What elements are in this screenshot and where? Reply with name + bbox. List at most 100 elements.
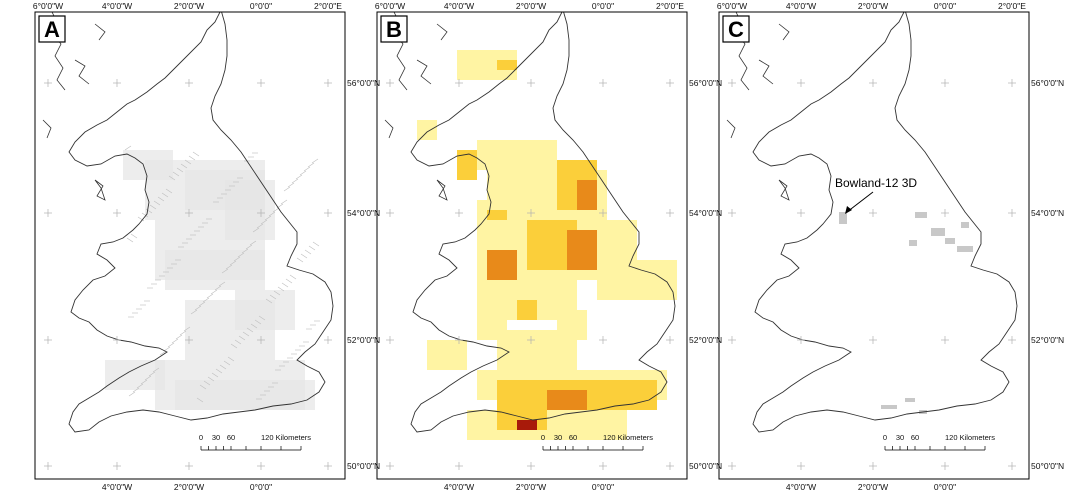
- density-cell: [537, 230, 547, 240]
- density-cell: [487, 310, 497, 320]
- bottom-tick-label: 4°0'0"W: [444, 482, 474, 492]
- density-cell: [417, 130, 427, 140]
- density-cell: [517, 160, 527, 170]
- survey-layer: [839, 212, 973, 414]
- coastline: [752, 12, 1018, 433]
- density-cell: [597, 260, 607, 270]
- density-cell: [507, 240, 517, 250]
- map-panel-c: 6°0'0"W 4°0'0"W 2°0'0"W 0°0'0" 2°0'0"E 4°0'0"…: [717, 1, 1064, 492]
- seismic-line: [258, 315, 266, 321]
- density-cell: [657, 380, 667, 390]
- right-tick-label: 54°0'0"N: [689, 208, 722, 218]
- density-cell: [567, 220, 577, 230]
- density-cell: [537, 180, 547, 190]
- density-cell: [497, 180, 507, 190]
- density-cell: [527, 170, 537, 180]
- density-cell: [447, 360, 457, 370]
- density-cell: [547, 190, 557, 200]
- density-cell: [537, 330, 547, 340]
- density-cell: [567, 320, 577, 330]
- density-cell: [627, 390, 637, 400]
- density-cell: [557, 250, 567, 260]
- density-cell: [517, 330, 527, 340]
- density-cell: [507, 150, 517, 160]
- density-cell: [457, 350, 467, 360]
- top-tick-label: 2°0'0"E: [998, 1, 1026, 11]
- density-cell: [477, 210, 487, 220]
- seismic-line: [296, 257, 304, 263]
- density-cell: [567, 240, 577, 250]
- density-cell: [527, 250, 537, 260]
- density-cell: [517, 210, 527, 220]
- density-cell: [557, 260, 567, 270]
- density-cell: [607, 240, 617, 250]
- density-cell: [537, 170, 547, 180]
- density-cell: [577, 390, 587, 400]
- density-cell: [577, 230, 587, 240]
- seismic-line: [192, 151, 200, 157]
- top-tick-label: 4°0'0"W: [786, 1, 816, 11]
- density-cell: [647, 290, 657, 300]
- coastline-island: [758, 59, 774, 85]
- density-cell: [477, 160, 487, 170]
- density-cell: [567, 280, 577, 290]
- density-cell: [567, 360, 577, 370]
- density-cell: [547, 360, 557, 370]
- density-cell: [597, 430, 607, 440]
- seismic-line: [215, 368, 223, 374]
- density-cell: [517, 150, 527, 160]
- density-cell: [617, 380, 627, 390]
- density-cell: [627, 280, 637, 290]
- density-cell: [457, 360, 467, 370]
- seismic-line: [299, 170, 307, 176]
- density-cell: [527, 300, 537, 310]
- density-cell: [587, 400, 597, 410]
- density-cell: [557, 390, 567, 400]
- density-cell: [647, 370, 657, 380]
- survey-area: [957, 246, 973, 252]
- density-cell: [577, 420, 587, 430]
- seismic-line: [183, 326, 191, 332]
- density-cell: [607, 270, 617, 280]
- density-cell: [497, 210, 507, 220]
- density-cell: [667, 280, 677, 290]
- seismic-line: [157, 196, 165, 202]
- density-cell: [617, 280, 627, 290]
- density-cell: [617, 390, 627, 400]
- density-cell: [477, 50, 487, 60]
- density-cell: [517, 300, 527, 310]
- map-frame: [34, 11, 346, 480]
- seismic-line: [163, 346, 171, 352]
- density-cell: [487, 160, 497, 170]
- density-cell: [587, 380, 597, 390]
- seismic-line: [291, 178, 299, 184]
- density-cell: [477, 370, 487, 380]
- density-cell: [597, 290, 607, 300]
- density-cell: [597, 280, 607, 290]
- density-cell: [537, 270, 547, 280]
- density-cell: [597, 170, 607, 180]
- density-cell: [567, 200, 577, 210]
- density-cell: [547, 220, 557, 230]
- density-cell: [517, 340, 527, 350]
- seismic-line: [241, 248, 249, 254]
- scale-tick-label: 120 Kilometers: [261, 433, 311, 442]
- density-cell: [607, 280, 617, 290]
- top-tick-label: 2°0'0"W: [174, 1, 204, 11]
- density-cell: [517, 370, 527, 380]
- density-cell: [527, 230, 537, 240]
- density-cell: [587, 370, 597, 380]
- density-cell: [557, 310, 567, 320]
- seismic-line: [196, 397, 204, 403]
- density-cell: [507, 300, 517, 310]
- top-tick-label: 6°0'0"W: [33, 1, 63, 11]
- density-cell: [427, 130, 437, 140]
- density-cell: [487, 410, 497, 420]
- density-cell: [497, 310, 507, 320]
- coastline-island: [94, 23, 106, 41]
- seismic-line: [221, 268, 229, 274]
- seismic-line: [312, 241, 320, 247]
- scale-tick-label: 30: [212, 433, 220, 442]
- density-cell: [577, 400, 587, 410]
- coverage-area: [175, 380, 315, 410]
